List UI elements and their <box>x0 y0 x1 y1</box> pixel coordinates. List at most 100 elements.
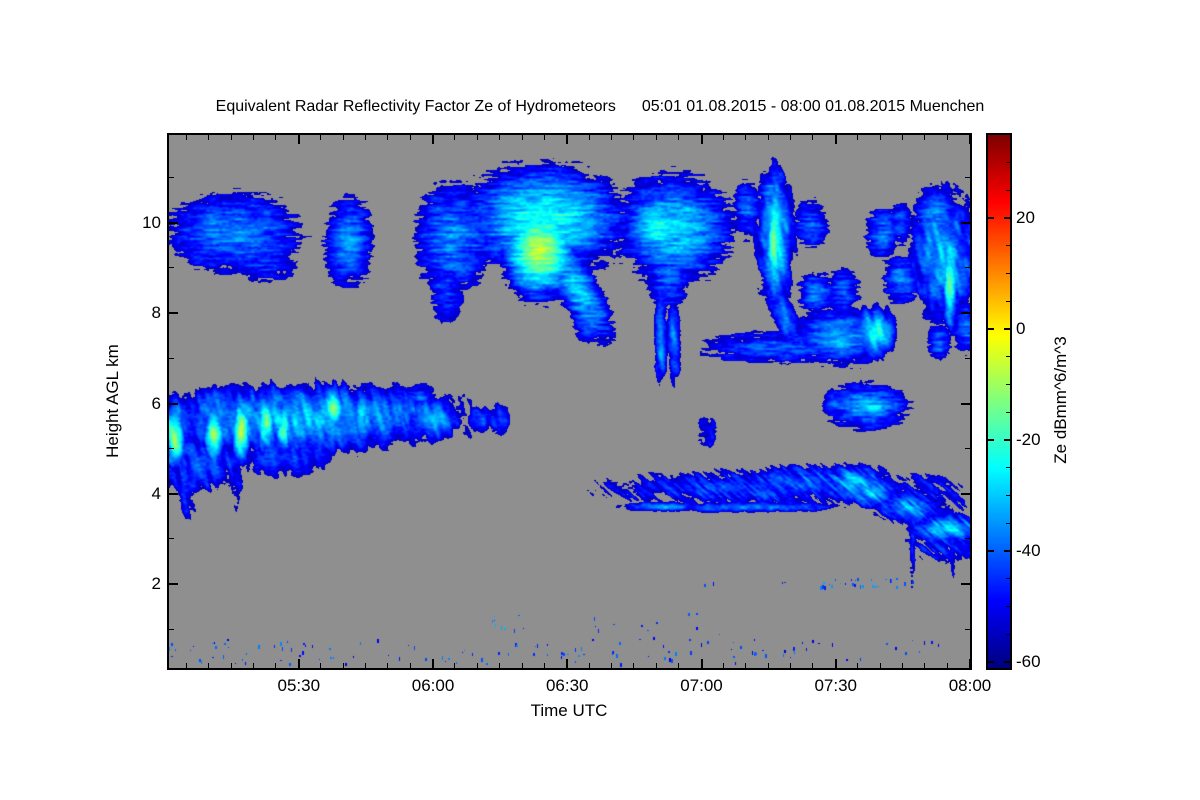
y-minor-tick <box>965 628 970 630</box>
x-minor-tick <box>901 663 903 668</box>
x-minor-tick <box>275 135 277 140</box>
colorbar-canvas <box>988 135 1010 668</box>
x-minor-tick <box>364 663 366 668</box>
x-minor-tick <box>275 663 277 668</box>
x-minor-tick <box>387 663 389 668</box>
x-minor-tick <box>722 663 724 668</box>
colorbar-title: Ze dBmm^6/m^3 <box>1051 336 1070 464</box>
colorbar-major-tick <box>1004 439 1010 442</box>
colorbar-minor-tick <box>1006 161 1010 163</box>
x-major-tick <box>834 135 837 144</box>
x-minor-tick <box>655 135 657 140</box>
plot-title-main: Equivalent Radar Reflectivity Factor Ze … <box>215 98 616 115</box>
y-minor-tick <box>169 176 174 178</box>
plot-title: Equivalent Radar Reflectivity Factor Ze … <box>0 98 1200 116</box>
x-minor-tick <box>409 135 411 140</box>
x-minor-tick <box>745 663 747 668</box>
x-major-tick <box>297 135 300 144</box>
y-major-tick <box>169 312 178 315</box>
x-minor-tick <box>543 135 545 140</box>
x-axis-title: Time UTC <box>530 701 608 720</box>
x-minor-tick <box>879 663 881 668</box>
x-minor-tick <box>588 135 590 140</box>
colorbar-tick-label: 0 <box>1016 319 1026 339</box>
x-minor-tick <box>253 135 255 140</box>
y-major-tick <box>169 493 178 496</box>
colorbar-minor-tick <box>1006 467 1010 469</box>
colorbar-major-tick <box>988 328 994 331</box>
x-minor-tick <box>476 135 478 140</box>
y-minor-tick <box>965 176 970 178</box>
x-major-tick <box>700 135 703 144</box>
x-minor-tick <box>342 135 344 140</box>
x-tick-label: 07:00 <box>680 676 723 695</box>
y-minor-tick <box>965 357 970 359</box>
y-tick-label: 8 <box>151 303 161 323</box>
x-minor-tick <box>409 663 411 668</box>
plot-title-range: 05:01 01.08.2015 - 08:00 01.08.2015 Muen… <box>641 98 985 115</box>
colorbar-major-tick <box>1004 328 1010 331</box>
y-major-tick <box>961 222 970 225</box>
colorbar-minor-tick <box>1006 522 1010 524</box>
x-tick-label: 06:30 <box>545 676 589 695</box>
x-major-tick <box>834 659 837 668</box>
x-minor-tick <box>745 135 747 140</box>
x-minor-tick <box>946 135 948 140</box>
colorbar-frame <box>986 133 1012 670</box>
colorbar-major-tick <box>988 217 994 220</box>
x-major-tick <box>700 659 703 668</box>
x-minor-tick <box>230 663 232 668</box>
x-minor-tick <box>588 663 590 668</box>
colorbar-minor-tick <box>1006 633 1010 635</box>
y-major-tick <box>169 222 178 225</box>
x-minor-tick <box>857 135 859 140</box>
y-minor-tick <box>169 447 174 449</box>
x-minor-tick <box>678 663 680 668</box>
y-tick-label: 2 <box>151 574 161 594</box>
x-minor-tick <box>655 663 657 668</box>
colorbar-major-tick <box>1004 661 1010 664</box>
x-major-tick <box>432 659 435 668</box>
colorbar-minor-tick <box>1006 383 1010 385</box>
x-major-tick <box>566 659 569 668</box>
x-major-tick <box>969 135 971 144</box>
x-minor-tick <box>185 663 187 668</box>
x-minor-tick <box>454 135 456 140</box>
x-minor-tick <box>320 663 322 668</box>
colorbar-major-tick <box>988 661 994 664</box>
x-major-tick <box>432 135 435 144</box>
x-minor-tick <box>812 663 814 668</box>
x-minor-tick <box>342 663 344 668</box>
x-minor-tick <box>857 663 859 668</box>
y-major-tick <box>169 402 178 405</box>
x-minor-tick <box>767 135 769 140</box>
x-minor-tick <box>767 663 769 668</box>
x-minor-tick <box>387 135 389 140</box>
y-minor-tick <box>965 538 970 540</box>
x-minor-tick <box>633 663 635 668</box>
reflectivity-heatmap-canvas <box>169 135 970 668</box>
x-minor-tick <box>924 663 926 668</box>
x-minor-tick <box>230 135 232 140</box>
x-minor-tick <box>208 135 210 140</box>
y-minor-tick <box>169 357 174 359</box>
x-minor-tick <box>812 135 814 140</box>
x-minor-tick <box>543 663 545 668</box>
colorbar-minor-tick <box>1006 578 1010 580</box>
x-minor-tick <box>521 663 523 668</box>
colorbar-minor-tick <box>1006 605 1010 607</box>
colorbar-minor-tick <box>1006 356 1010 358</box>
x-minor-tick <box>722 135 724 140</box>
x-minor-tick <box>633 135 635 140</box>
x-tick-label: 05:30 <box>277 676 321 695</box>
y-minor-tick <box>965 447 970 449</box>
y-tick-label: 6 <box>151 393 161 413</box>
colorbar-major-tick <box>988 439 994 442</box>
x-minor-tick <box>901 135 903 140</box>
x-minor-tick <box>946 663 948 668</box>
x-minor-tick <box>790 135 791 140</box>
x-minor-tick <box>253 663 255 668</box>
colorbar-minor-tick <box>1006 245 1010 247</box>
colorbar-tick-label: 20 <box>1016 208 1035 228</box>
